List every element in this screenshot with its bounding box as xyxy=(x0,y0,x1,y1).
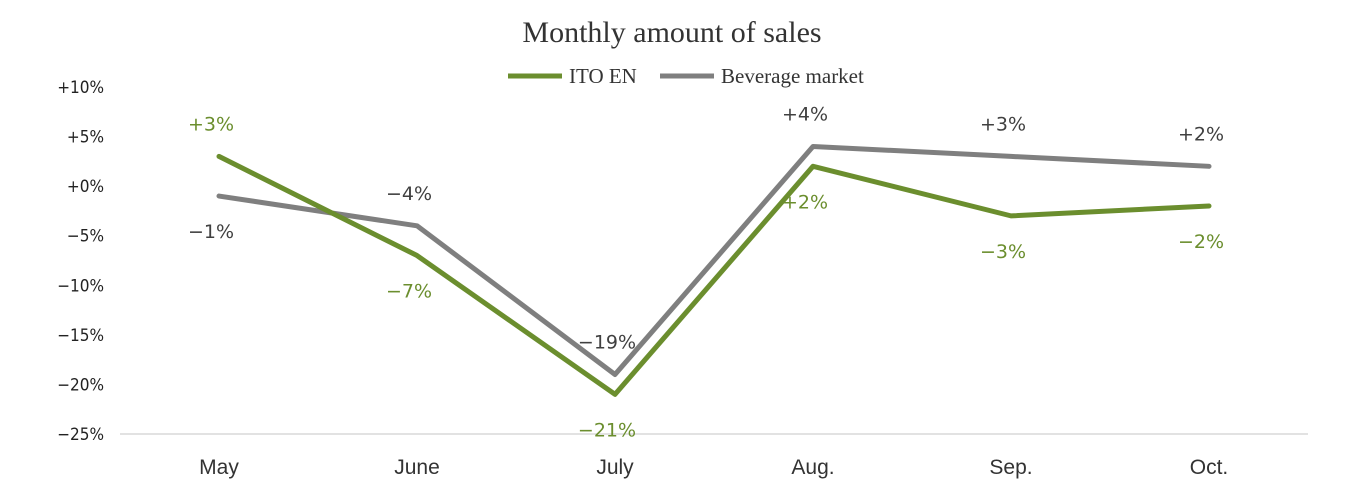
legend: ITO EN Beverage market xyxy=(508,64,864,88)
y-tick-label: −10% xyxy=(57,276,104,296)
data-label-ito-en: −2% xyxy=(1178,231,1224,253)
y-tick-label: +10% xyxy=(57,78,104,98)
y-tick-label: −15% xyxy=(57,326,104,346)
y-tick-label: +5% xyxy=(67,128,104,148)
x-axis: May June July Aug. Sep. Oct. xyxy=(199,456,1228,479)
data-label-ito-en: +3% xyxy=(188,113,234,135)
legend-label-beverage-market: Beverage market xyxy=(721,64,864,88)
chart-title: Monthly amount of sales xyxy=(522,16,821,49)
legend-label-ito-en: ITO EN xyxy=(569,64,637,88)
x-tick-label: Sep. xyxy=(989,456,1032,479)
data-label-ito-en: −7% xyxy=(386,281,432,303)
data-label-beverage-market: −4% xyxy=(386,183,432,205)
y-tick-label: +0% xyxy=(67,177,104,197)
data-label-beverage-market: +2% xyxy=(1178,123,1224,145)
data-label-beverage-market: +3% xyxy=(980,113,1026,135)
data-labels: +3% −7% −21% +2% −3% −2% −1% −4% −19% +4% +3% +2% xyxy=(188,103,1224,441)
data-label-beverage-market: +4% xyxy=(782,103,828,125)
y-tick-label: −5% xyxy=(67,227,104,247)
x-tick-label: July xyxy=(596,456,634,479)
series-line-ito-en xyxy=(216,153,1212,397)
data-label-beverage-market: −19% xyxy=(578,332,636,354)
y-tick-label: −25% xyxy=(57,425,104,445)
data-label-ito-en: +2% xyxy=(782,191,828,213)
x-tick-label: Aug. xyxy=(791,456,834,479)
y-tick-label: −20% xyxy=(57,375,104,395)
data-label-beverage-market: −1% xyxy=(188,221,234,243)
series-line-beverage-market xyxy=(216,143,1212,378)
data-label-ito-en: −3% xyxy=(980,241,1026,263)
x-tick-label: Oct. xyxy=(1190,456,1229,479)
x-tick-label: June xyxy=(394,456,440,479)
y-axis: +10% +5% +0% −5% −10% −15% −20% −25% xyxy=(57,78,104,445)
data-label-ito-en: −21% xyxy=(578,419,636,441)
x-tick-label: May xyxy=(199,456,239,479)
series-layer xyxy=(216,143,1212,397)
